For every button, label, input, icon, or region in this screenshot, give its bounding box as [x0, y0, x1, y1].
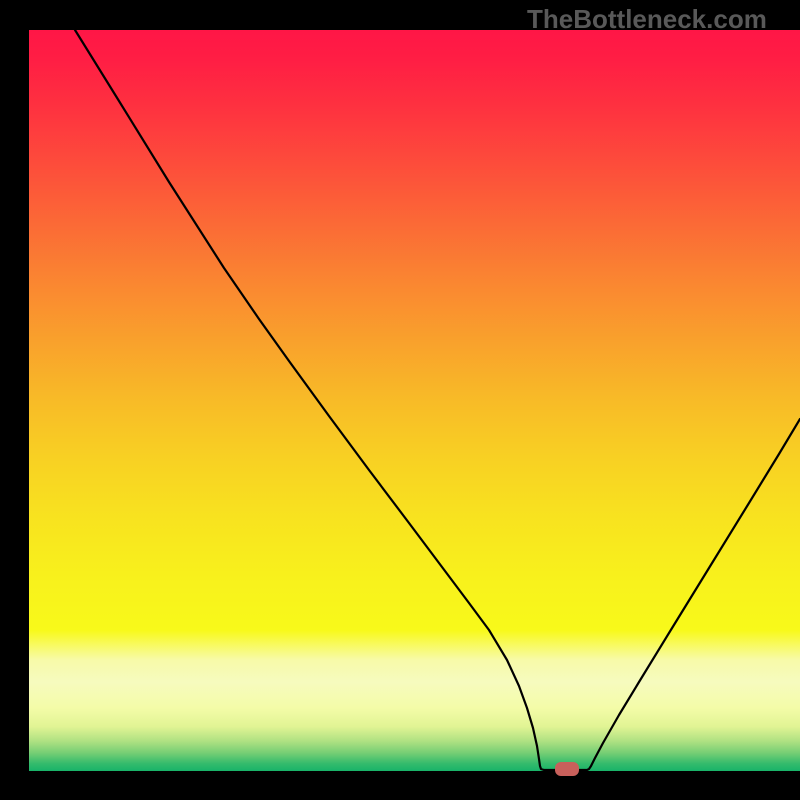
optimal-marker: [555, 762, 579, 776]
curve-line: [75, 30, 800, 770]
watermark-text: TheBottleneck.com: [527, 4, 767, 35]
chart-container: TheBottleneck.com: [0, 0, 800, 800]
bottleneck-curve: [0, 0, 800, 800]
